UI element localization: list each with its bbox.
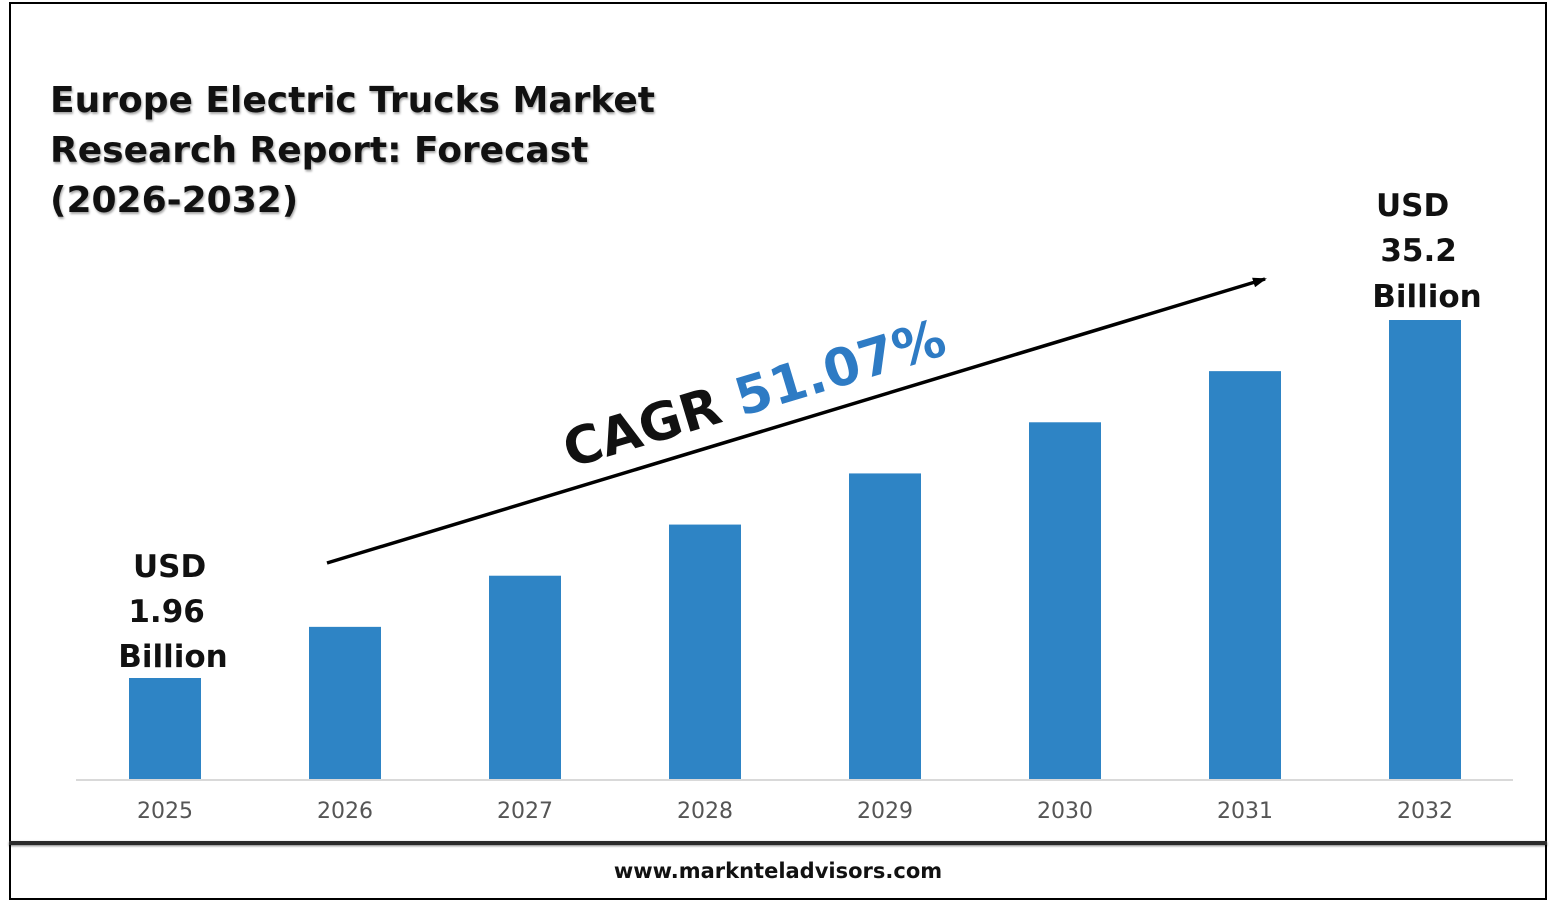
bars-layer	[129, 320, 1461, 780]
chart-frame	[9, 2, 1547, 843]
end-label-currency: USD	[1376, 188, 1449, 224]
bar-2026	[309, 626, 381, 780]
bar-2025	[129, 678, 201, 780]
bar-2027	[489, 575, 561, 780]
start-value-label: USD 1.96 Billion	[118, 549, 228, 675]
cagr-annotation: CAGR 51.07%	[556, 309, 952, 481]
x-axis-tick-labels: 2025 2026 2027 2028 2029 2030 2031 2032	[137, 799, 1453, 824]
bar-2029	[849, 473, 921, 780]
end-value-label: USD 35.2 Billion	[1372, 188, 1482, 315]
x-tick-2031: 2031	[1217, 799, 1273, 824]
bar-2028	[669, 524, 741, 780]
x-tick-2030: 2030	[1037, 799, 1093, 824]
x-tick-2025: 2025	[137, 799, 193, 824]
start-label-currency: USD	[133, 549, 206, 585]
end-label-value: 35.2	[1380, 233, 1457, 269]
bar-chart: 2025 2026 2027 2028 2029 2030 2031 2032 USD 1.9…	[76, 188, 1513, 824]
growth-trend-arrow	[326, 277, 1267, 565]
footer-bar: www.marknteladvisors.com	[9, 841, 1547, 900]
start-label-unit: Billion	[118, 639, 228, 675]
cagr-value: 51.07%	[728, 309, 953, 429]
start-label-value: 1.96	[128, 594, 205, 630]
x-tick-2027: 2027	[497, 799, 553, 824]
x-tick-2029: 2029	[857, 799, 913, 824]
bar-2030	[1029, 422, 1101, 780]
bar-2032	[1389, 320, 1461, 780]
bar-2031	[1209, 371, 1281, 780]
x-tick-2028: 2028	[677, 799, 733, 824]
website-link[interactable]: www.marknteladvisors.com	[613, 859, 943, 883]
chart-title: Europe Electric Trucks Market Research R…	[50, 80, 655, 221]
x-tick-2032: 2032	[1397, 799, 1453, 824]
x-tick-2026: 2026	[317, 799, 373, 824]
end-label-unit: Billion	[1372, 279, 1482, 315]
